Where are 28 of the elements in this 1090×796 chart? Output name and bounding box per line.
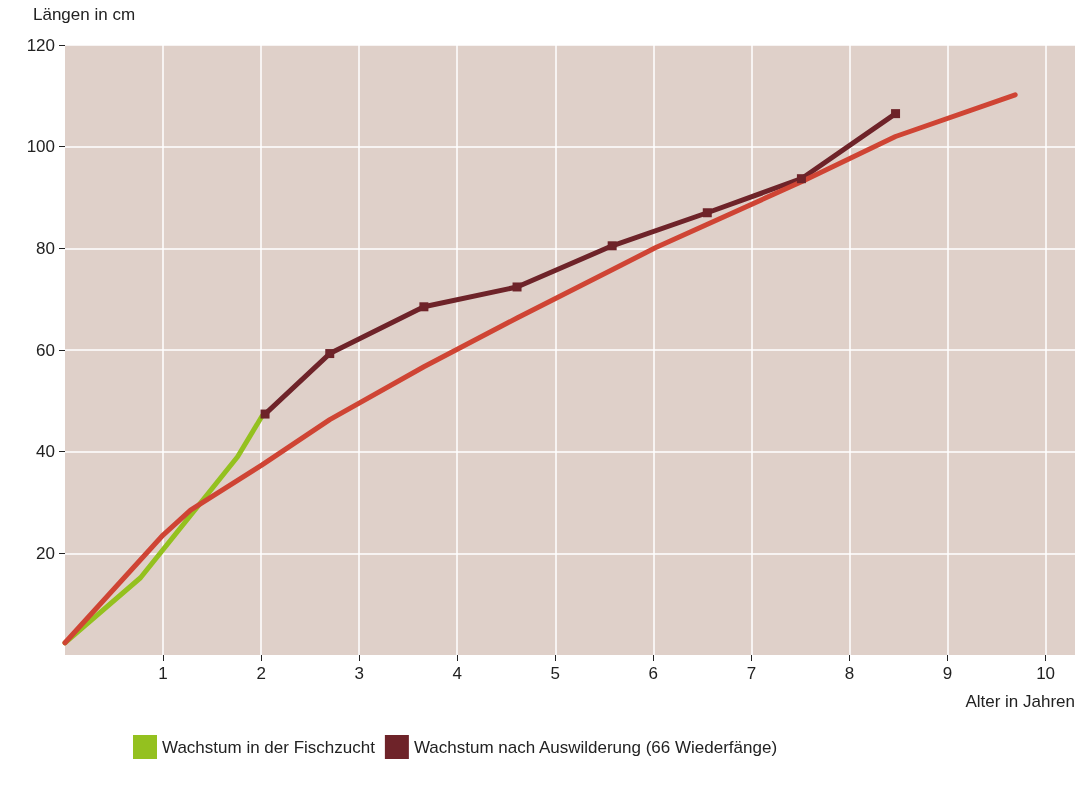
y-tick-label: 40: [36, 442, 55, 462]
point: [419, 302, 429, 312]
point: [796, 174, 806, 184]
point: [891, 109, 901, 119]
y-tick-label: 100: [26, 137, 55, 157]
x-tick-label: 10: [1036, 664, 1056, 683]
x-tick-label: 1: [158, 664, 168, 683]
point: [260, 409, 270, 419]
y-tick-label: 120: [26, 35, 55, 55]
x-tick-label: 6: [648, 664, 659, 683]
x-tick-label: 4: [452, 664, 462, 683]
point: [325, 349, 335, 359]
x-tick-label: 8: [844, 664, 855, 683]
y-axis-title: Längen in cm: [33, 5, 136, 24]
y-tick-label: 20: [36, 543, 55, 563]
y-tick-label: 60: [36, 340, 55, 360]
point: [607, 241, 617, 251]
x-tick-label: 2: [256, 664, 266, 683]
x-tick-label: 9: [942, 664, 953, 683]
y-tick-label: 80: [36, 238, 55, 258]
point: [702, 208, 712, 218]
x-tick-label: 7: [746, 664, 757, 683]
x-axis-title: Alter in Jahren: [965, 692, 1075, 711]
legend-label: Wachstum nach Auswilderung (66 Wiederfänge): [413, 737, 778, 757]
point: [512, 282, 522, 292]
x-tick-label: 3: [354, 664, 364, 683]
legend-label: Wachstum in der Fischzucht: [162, 737, 376, 757]
x-tick-label: 5: [550, 664, 561, 683]
